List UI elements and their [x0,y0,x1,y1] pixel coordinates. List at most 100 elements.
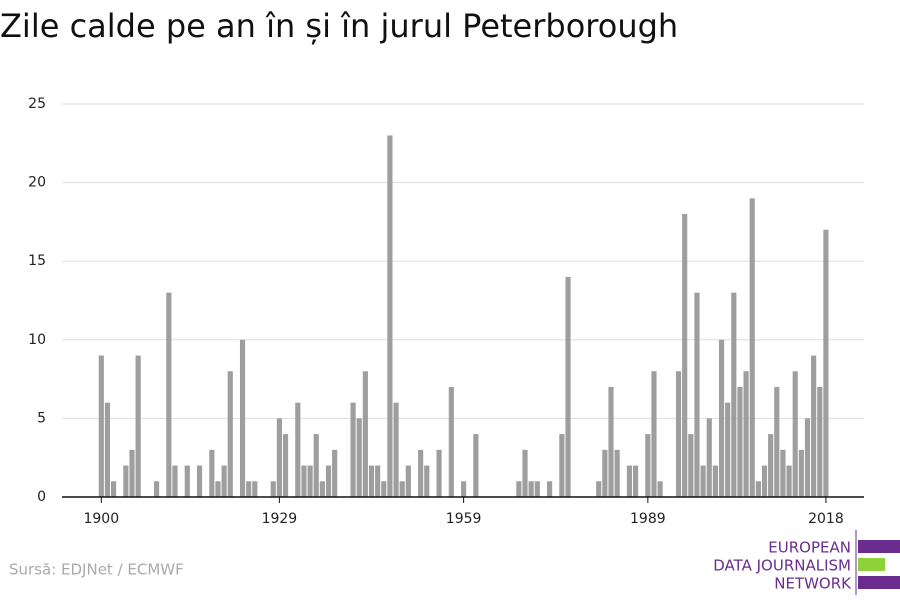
bar [645,434,651,497]
bar [811,355,817,497]
bar [246,481,252,497]
bar [393,402,399,497]
bar [362,371,368,497]
bar [135,355,141,497]
y-tick-label: 25 [28,96,46,112]
bar [111,481,117,497]
bar [239,339,246,497]
bar [282,434,289,497]
x-tick-label: 1900 [83,511,119,527]
bar [252,481,258,497]
bar [332,449,338,497]
bar [559,434,565,497]
y-tick-label: 10 [28,332,46,348]
logo-text: DATA JOURNALISM [713,557,851,575]
y-tick-label: 15 [28,253,46,269]
bar [172,465,178,497]
bar [749,198,755,497]
bar [712,465,718,497]
bar [596,481,602,497]
bar [804,418,811,497]
bar [516,481,522,497]
bar [657,481,663,497]
bar [755,481,761,497]
y-tick-label: 20 [28,175,46,191]
bar [817,386,823,497]
x-tick-label: 1959 [446,511,482,527]
bar [448,386,454,497]
bar [381,481,387,497]
bar [473,434,479,497]
bar [718,339,725,497]
bar [774,386,780,497]
bar [424,465,430,497]
bar [436,449,442,497]
bar [823,229,829,497]
bar [276,418,282,497]
bar [792,371,798,497]
bar [301,465,307,497]
bar [387,135,393,497]
bar [270,481,276,497]
bar [768,434,774,497]
bar [522,449,528,497]
bar [798,449,804,497]
bar [295,402,301,497]
bar [651,371,657,497]
bar [184,465,190,497]
chart-title: Zile calde pe an în și în jurul Peterbor… [0,7,678,45]
x-tick-label: 2018 [808,511,844,527]
bar [786,465,792,497]
bar [528,481,534,497]
bar [153,481,160,497]
bar [350,402,356,497]
bar [123,465,129,497]
logo-bar [858,576,900,589]
bar [780,449,786,497]
bar [215,481,221,497]
bar [626,465,632,497]
bar [325,465,332,497]
y-tick-label: 0 [37,489,46,505]
bar [461,481,467,497]
bar [104,402,111,497]
y-tick-label: 5 [37,410,46,426]
x-tick-label: 1929 [262,511,298,527]
logo: EUROPEAN DATA JOURNALISM NETWORK [713,530,900,595]
bar [534,481,540,497]
bar [675,371,682,497]
bar [694,292,700,497]
bar [731,292,737,497]
bar [632,465,639,497]
bar [614,449,620,497]
bar [547,481,553,497]
bar [761,465,768,497]
source: Sursă: EDJNet / ECMWF [9,561,184,579]
bar [129,449,135,497]
bar [602,449,608,497]
bar [196,465,203,497]
bar [706,418,712,497]
bar [688,434,694,497]
logo-bar [858,558,885,571]
bar [209,449,215,497]
bar [368,465,375,497]
bar [307,465,313,497]
logo-text: NETWORK [774,575,852,593]
bar [313,434,319,497]
bar [399,481,405,497]
bar [725,402,731,497]
bar [405,465,411,497]
x-tick-label: 1989 [630,511,666,527]
logo-bar [858,540,900,553]
bar [682,214,688,498]
bar [356,418,362,497]
bar [418,449,424,497]
bar [700,465,706,497]
bar [319,481,325,497]
bar [608,386,614,497]
bar [166,292,172,497]
bar [227,371,233,497]
bar [221,465,227,497]
